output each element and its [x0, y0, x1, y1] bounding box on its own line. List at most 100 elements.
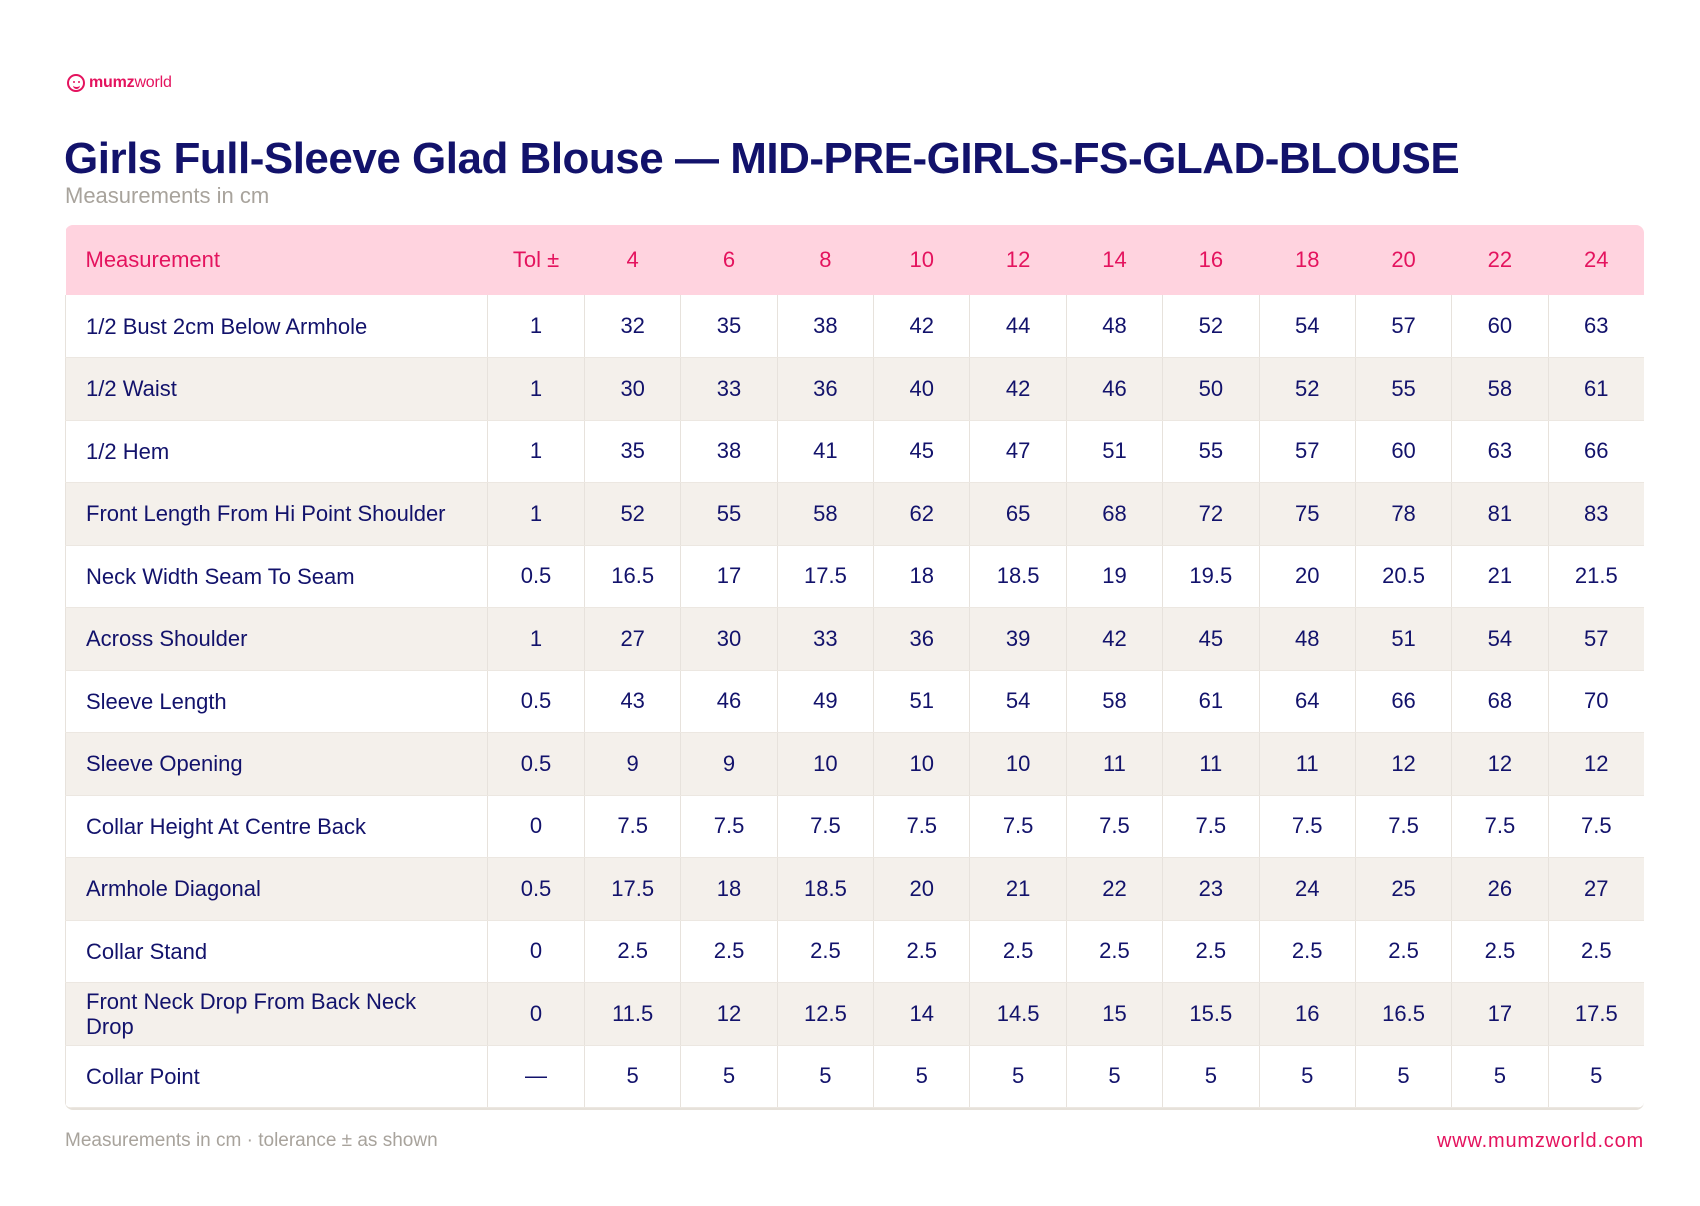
size-value-cell: 17	[680, 545, 778, 608]
table-row: 1/2 Waist 1 30 33 36 40 42 46 50 52 55 58 61	[65, 357, 1644, 421]
size-value-cell: 21	[1451, 545, 1549, 608]
size-value-cell: 12	[680, 982, 778, 1046]
size-value-cell: 70	[1547, 670, 1644, 733]
size-value-cell: 60	[1451, 295, 1549, 358]
size-value-cell: 7.5	[1451, 795, 1549, 858]
size-value-cell: 5	[1354, 1045, 1452, 1108]
size-value-cell: 19	[1065, 545, 1163, 608]
size-value-cell: 15.5	[1162, 982, 1260, 1046]
size-value-cell: 58	[1065, 670, 1163, 733]
website-link[interactable]: www.mumzworld.com	[1437, 1130, 1644, 1152]
size-value-cell: 7.5	[1258, 795, 1356, 858]
size-value-cell: 54	[969, 670, 1067, 733]
size-value-cell: 2.5	[1065, 920, 1163, 983]
size-chart-table: Measurement Tol ±4 6 8 10 12 14 16 18 20 22 24 1/2 …	[65, 225, 1644, 1108]
size-value-cell: 17.5	[1547, 982, 1644, 1046]
size-value-cell: 2.5	[1258, 920, 1356, 983]
tolerance-cell: 1	[487, 420, 585, 483]
table-header-row: Measurement Tol ± 4 6 8 10 12 14 16 18 20 22 24	[65, 225, 1644, 295]
measurement-name-cell: Collar Point	[65, 1045, 488, 1108]
size-value-cell: 44	[969, 295, 1067, 358]
size-value-cell: 57	[1354, 295, 1452, 358]
size-value-cell: 61	[1547, 357, 1644, 421]
size-value-cell: 66	[1547, 420, 1644, 483]
brand-logo: mumzworld	[67, 74, 172, 92]
size-value-cell: 9	[680, 732, 778, 796]
size-value-cell: 5	[1547, 1045, 1644, 1108]
size-value-cell: 22	[1065, 857, 1163, 921]
size-value-cell: 2.5	[776, 920, 874, 983]
tolerance-cell: 1	[487, 482, 585, 546]
column-header-size: 12	[1005, 247, 1031, 272]
size-value-cell: 7.5	[1354, 795, 1452, 858]
size-value-cell: 21.5	[1547, 545, 1644, 608]
size-value-cell: 57	[1258, 420, 1356, 483]
size-value-cell: 63	[1547, 295, 1644, 358]
page-subtitle: Measurements in cm	[65, 183, 270, 208]
size-value-cell: 7.5	[776, 795, 874, 858]
size-value-cell: 7.5	[680, 795, 778, 858]
size-value-cell: 16.5	[1354, 982, 1452, 1046]
tolerance-cell: 0.5	[487, 857, 585, 921]
column-header-size: 22	[1487, 247, 1513, 272]
size-value-cell: 2.5	[1162, 920, 1260, 983]
measurement-name-cell: Collar Height At Centre Back	[65, 795, 488, 858]
size-value-cell: 2.5	[969, 920, 1067, 983]
size-value-cell: 46	[1065, 357, 1163, 421]
size-value-cell: 18.5	[969, 545, 1067, 608]
size-value-cell: 17.5	[776, 545, 874, 608]
size-value-cell: 40	[873, 357, 970, 421]
size-value-cell: 45	[1162, 607, 1260, 671]
size-value-cell: 78	[1354, 482, 1452, 546]
column-header-size: 14	[1102, 247, 1127, 272]
tolerance-cell: 0.5	[487, 545, 585, 608]
size-value-cell: 5	[1451, 1045, 1549, 1108]
size-value-cell: 21	[969, 857, 1067, 921]
size-value-cell: 54	[1258, 295, 1356, 358]
size-value-cell: 47	[969, 420, 1067, 483]
size-value-cell: 10	[776, 732, 874, 796]
brand-name-light: world	[134, 74, 172, 91]
size-value-cell: 58	[776, 482, 874, 546]
table-row: Front Length From Hi Point Shoulder 1 52 55…	[65, 482, 1644, 546]
column-header-size: 4	[626, 247, 639, 272]
size-value-cell: 14.5	[969, 982, 1067, 1046]
size-value-cell: 7.5	[1547, 795, 1644, 858]
column-header-size: 16	[1198, 247, 1224, 272]
size-value-cell: 43	[583, 670, 681, 733]
table-body: 1/2 Bust 2cm Below Armhole 1 32 35 38 42 44 48 5…	[65, 295, 1644, 1108]
size-value-cell: 7.5	[1162, 795, 1260, 858]
size-value-cell: 5	[680, 1045, 778, 1108]
size-value-cell: 61	[1162, 670, 1260, 733]
size-value-cell: 41	[776, 420, 874, 483]
size-value-cell: 9	[583, 732, 681, 796]
table-row: Neck Width Seam To Seam 0.5 16.5 17 17.5 18 18…	[65, 545, 1644, 608]
tolerance-cell: 1	[487, 295, 585, 358]
size-value-cell: 62	[873, 482, 970, 546]
size-value-cell: 7.5	[873, 795, 970, 858]
size-value-cell: 10	[873, 732, 970, 796]
column-header-size: 18	[1294, 247, 1320, 272]
measurement-name-cell: Neck Width Seam To Seam	[65, 545, 488, 608]
size-value-cell: 2.5	[583, 920, 681, 983]
size-value-cell: 5	[873, 1045, 970, 1108]
size-value-cell: 15	[1065, 982, 1163, 1046]
column-header-size: 6	[722, 247, 736, 272]
size-value-cell: 5	[1258, 1045, 1356, 1108]
size-value-cell: 17	[1451, 982, 1549, 1046]
size-value-cell: 16	[1258, 982, 1356, 1046]
size-value-cell: 39	[969, 607, 1067, 671]
size-value-cell: 75	[1258, 482, 1356, 546]
size-value-cell: 50	[1162, 357, 1260, 421]
tolerance-cell: —	[487, 1045, 585, 1108]
size-value-cell: 42	[873, 295, 970, 358]
brand-name-bold: mumz	[89, 74, 135, 91]
measurement-name-cell: Collar Stand	[65, 920, 488, 983]
table-row: Collar Height At Centre Back 0 7.5 7.5 7.5 7.…	[65, 795, 1644, 858]
size-value-cell: 55	[1354, 357, 1452, 421]
size-value-cell: 7.5	[969, 795, 1067, 858]
size-value-cell: 68	[1065, 482, 1163, 546]
size-value-cell: 5	[776, 1045, 874, 1108]
column-header-size: 10	[909, 247, 934, 272]
tolerance-cell: 0	[487, 795, 585, 858]
